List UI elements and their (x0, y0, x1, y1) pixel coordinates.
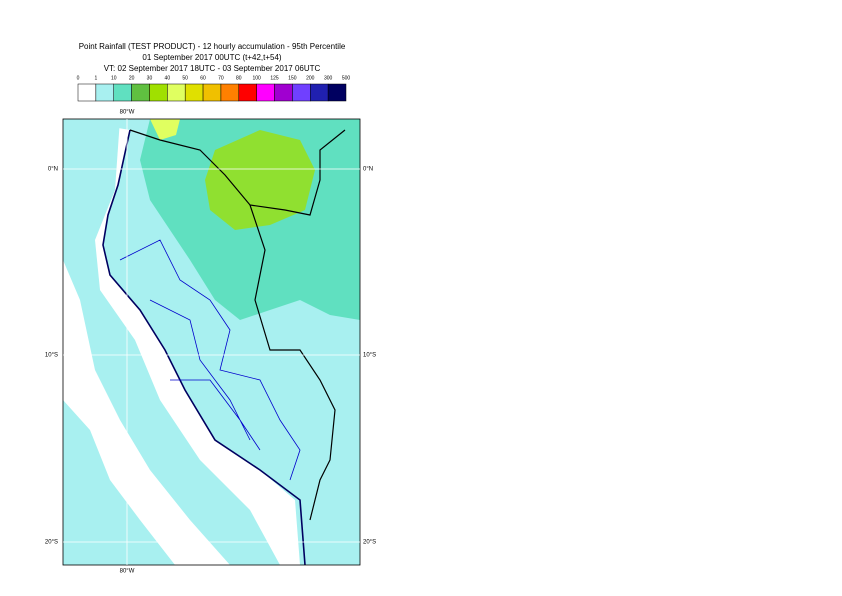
legend-swatch (310, 83, 329, 102)
legend-label: 30 (147, 75, 153, 81)
rain-field-ocean (63, 400, 175, 565)
legend-swatch (131, 83, 150, 102)
legend-label: 70 (218, 75, 224, 81)
legend-swatch (292, 83, 311, 102)
legend-label: 150 (288, 75, 297, 81)
legend-swatch (274, 83, 293, 102)
lat-label: 20°S (45, 540, 58, 546)
legend-label: 50 (182, 75, 188, 81)
legend-swatch (167, 83, 186, 102)
legend-swatch (149, 83, 168, 102)
lat-label: 20°S (363, 540, 376, 546)
legend-label: 80 (236, 75, 242, 81)
rain-field-heavy (205, 130, 315, 230)
border (129, 129, 346, 521)
legend-label: 1 (94, 75, 97, 81)
legend-label: 300 (324, 75, 333, 81)
legend-label: 125 (270, 75, 279, 81)
coastline (102, 129, 306, 565)
lat-label: 0°N (48, 167, 58, 173)
legend-label: 60 (200, 75, 206, 81)
rain-field-heavy (150, 119, 180, 140)
lat-label: 0°N (363, 167, 373, 173)
map-frame (62, 118, 361, 566)
legend-swatch (77, 83, 97, 102)
legend-label: 0 (77, 75, 80, 81)
lon-label: 80°W (120, 110, 135, 116)
legend-swatch (256, 83, 275, 102)
base-time: 01 September 2017 00UTC (t+42,t+54) (142, 53, 282, 62)
rain-field-ocean (63, 119, 100, 230)
legend-swatch (184, 83, 204, 102)
legend-label: 20 (129, 75, 135, 81)
map (63, 119, 360, 565)
lat-label: 10°S (45, 353, 58, 359)
legend-swatch (220, 83, 240, 102)
legend-label: 10 (111, 75, 117, 81)
legend: 0 1 10 20 30 40 50 60 70 80 100 125 150 200 300 500 (77, 75, 351, 102)
legend-label: 200 (306, 75, 315, 81)
lat-label: 10°S (363, 353, 376, 359)
legend-swatch (95, 83, 114, 102)
legend-label: 500 (342, 75, 351, 81)
legend-label: 100 (252, 75, 261, 81)
title: Point Rainfall (TEST PRODUCT) - 12 hourl… (79, 42, 346, 51)
lon-label: 80°W (120, 569, 135, 575)
legend-label: 40 (165, 75, 171, 81)
valid-time: VT: 02 September 2017 18UTC - 03 Septemb… (104, 64, 321, 73)
legend-swatch (202, 83, 222, 102)
graticule: 0°N 0°N 10°S 10°S 20°S 20°S 80°W 80°W (45, 110, 376, 575)
legend-swatch (113, 83, 132, 102)
legend-swatch (327, 83, 347, 102)
regional-boundary (119, 239, 301, 481)
legend-swatch (238, 83, 257, 102)
